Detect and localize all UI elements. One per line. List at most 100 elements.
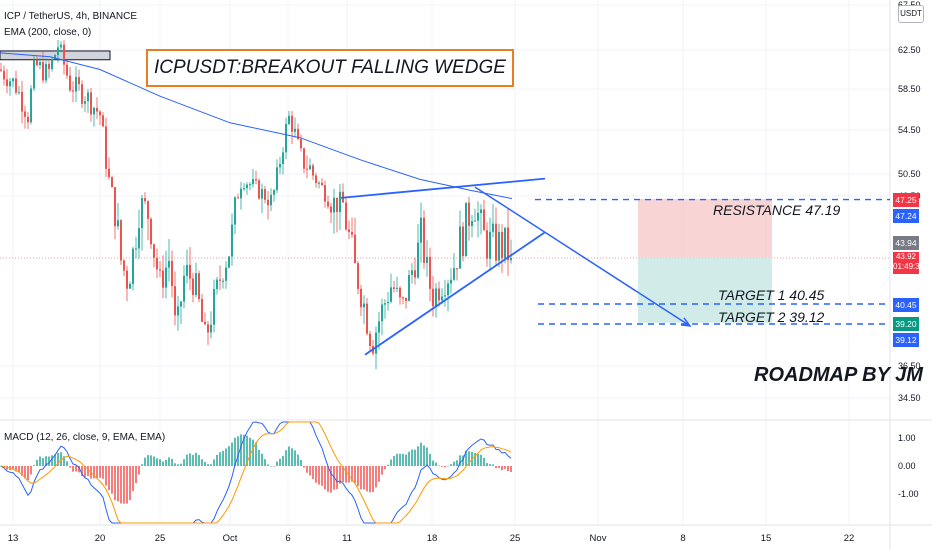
- candle-body: [186, 264, 188, 276]
- macd-histogram-bar: [477, 453, 479, 466]
- macd-histogram-bar: [423, 445, 425, 466]
- candle-body: [108, 168, 110, 178]
- candle-body: [183, 275, 185, 302]
- candle-body: [465, 202, 467, 257]
- macd-histogram-bar: [69, 466, 71, 468]
- macd-histogram-bar: [51, 455, 53, 466]
- candle-body: [297, 128, 299, 140]
- candle-body: [219, 279, 221, 281]
- candle-body: [159, 269, 161, 271]
- macd-histogram-bar: [336, 466, 338, 489]
- price-tag-take-profit: 39.20: [893, 317, 919, 331]
- macd-histogram-bar: [150, 455, 152, 466]
- candle-body: [27, 116, 29, 123]
- macd-histogram-bar: [270, 465, 272, 467]
- candle-body: [204, 321, 206, 325]
- macd-histogram-bar: [186, 454, 188, 466]
- candle-body: [180, 301, 182, 307]
- candle-body: [57, 47, 59, 56]
- time-tick-label: 15: [761, 533, 772, 544]
- candle-body: [288, 115, 290, 125]
- candle-body: [279, 164, 281, 168]
- candle-body: [471, 221, 473, 226]
- price-tick-label: 58.50: [898, 84, 921, 94]
- macd-histogram-bar: [153, 456, 155, 466]
- candle-body: [72, 90, 74, 92]
- signal-line: [0, 421, 512, 524]
- candle-body: [303, 148, 305, 169]
- macd-histogram-bar: [183, 459, 185, 466]
- candle-body: [459, 226, 461, 269]
- candle-body: [123, 260, 125, 271]
- macd-histogram-bar: [87, 466, 89, 477]
- candle-body: [300, 139, 302, 149]
- macd-histogram-bar: [492, 464, 494, 466]
- macd-histogram-bar: [357, 466, 359, 487]
- macd-histogram-bar: [294, 450, 296, 466]
- target2-label: TARGET 2 39.12: [718, 309, 825, 325]
- candle-body: [285, 124, 287, 153]
- macd-histogram-bar: [366, 466, 368, 492]
- macd-histogram-bar: [501, 466, 503, 471]
- macd-histogram-bar: [483, 457, 485, 466]
- candle-body: [84, 101, 86, 104]
- macd-histogram-bar: [45, 456, 47, 466]
- candle-body: [477, 212, 479, 221]
- candle-body: [78, 77, 80, 85]
- candle-body: [105, 126, 107, 169]
- macd-histogram-bar: [417, 446, 419, 466]
- macd-indicator-title[interactable]: MACD (12, 26, close, 9, EMA, EMA): [4, 432, 166, 443]
- macd-histogram-bar: [180, 463, 182, 466]
- currency-button[interactable]: USDT: [898, 5, 924, 23]
- candle-body: [273, 190, 275, 195]
- macd-histogram-bar: [93, 466, 95, 479]
- macd-histogram-bar: [468, 451, 470, 466]
- macd-histogram-bar: [36, 460, 38, 466]
- candle-body: [75, 77, 77, 92]
- macd-tick-label: 0.00: [898, 461, 916, 471]
- candle-body: [366, 303, 368, 334]
- ema-indicator-title[interactable]: EMA (200, close, 0): [4, 27, 92, 38]
- candle-body: [333, 197, 335, 213]
- macd-histogram-bar: [243, 434, 245, 466]
- candle-body: [378, 321, 380, 333]
- candle-body: [444, 295, 446, 297]
- macd-histogram-bar: [129, 466, 131, 501]
- candle-body: [69, 75, 71, 91]
- candle-body: [336, 197, 338, 213]
- projection-arrow: [474, 186, 692, 327]
- candle-body: [420, 217, 422, 243]
- macd-histogram-bar: [213, 459, 215, 466]
- macd-tick-label: 1.00: [898, 433, 916, 443]
- macd-histogram-bar: [378, 466, 380, 482]
- candle-body: [162, 270, 164, 288]
- macd-histogram-bar: [330, 466, 332, 493]
- candle-body: [144, 198, 146, 202]
- macd-histogram-bar: [66, 461, 68, 466]
- candle-body: [495, 223, 497, 261]
- candle-body: [387, 301, 389, 304]
- macd-histogram-bar: [141, 464, 143, 466]
- candle-body: [168, 260, 170, 268]
- macd-histogram-bar: [126, 466, 128, 504]
- macd-histogram-bar: [39, 456, 41, 466]
- candle-body: [54, 55, 56, 60]
- macd-histogram-bar: [249, 437, 251, 466]
- candle-body: [153, 244, 155, 258]
- macd-histogram-bar: [441, 466, 443, 467]
- symbol-title[interactable]: ICP / TetherUS, 4h, BINANCE: [4, 11, 138, 22]
- macd-histogram-bar: [447, 465, 449, 467]
- candle-body: [66, 64, 68, 76]
- macd-histogram-bar: [21, 466, 23, 476]
- macd-histogram-bar: [195, 452, 197, 466]
- macd-histogram-bar: [18, 466, 20, 473]
- candle-body: [486, 230, 488, 259]
- candle-body: [195, 273, 197, 296]
- candle-body: [198, 273, 200, 300]
- time-axis[interactable]: 13 20 25 Oct 6 11 18 25 Nov 8 15 22: [8, 533, 855, 544]
- candle-body: [453, 268, 455, 280]
- macd-histogram-bar: [453, 461, 455, 466]
- candle-body: [0, 69, 2, 71]
- macd-histogram-bar: [96, 466, 98, 479]
